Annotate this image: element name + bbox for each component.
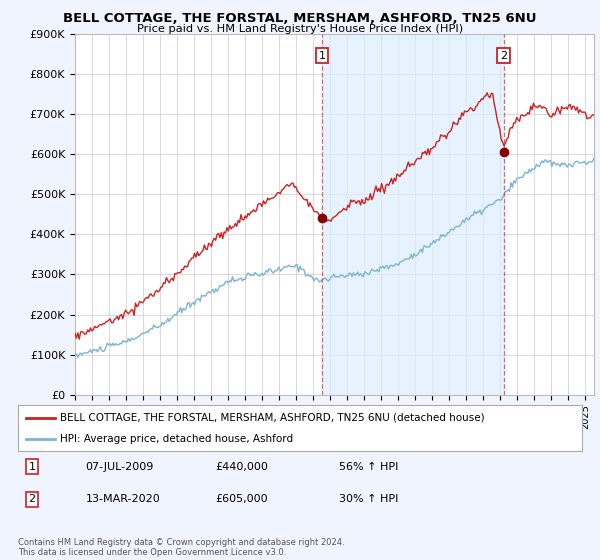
Text: £440,000: £440,000	[215, 461, 268, 472]
Text: HPI: Average price, detached house, Ashford: HPI: Average price, detached house, Ashf…	[60, 435, 293, 444]
Text: 30% ↑ HPI: 30% ↑ HPI	[340, 494, 399, 505]
Text: 1: 1	[319, 50, 326, 60]
Text: 56% ↑ HPI: 56% ↑ HPI	[340, 461, 399, 472]
Text: 1: 1	[29, 461, 35, 472]
Text: £605,000: £605,000	[215, 494, 268, 505]
Text: BELL COTTAGE, THE FORSTAL, MERSHAM, ASHFORD, TN25 6NU: BELL COTTAGE, THE FORSTAL, MERSHAM, ASHF…	[63, 12, 537, 25]
Text: 07-JUL-2009: 07-JUL-2009	[86, 461, 154, 472]
Text: Price paid vs. HM Land Registry's House Price Index (HPI): Price paid vs. HM Land Registry's House …	[137, 24, 463, 34]
Text: 2: 2	[29, 494, 35, 505]
Text: 2: 2	[500, 50, 507, 60]
Bar	[322, 34, 503, 395]
Text: Contains HM Land Registry data © Crown copyright and database right 2024.
This d: Contains HM Land Registry data © Crown c…	[18, 538, 344, 557]
Text: 13-MAR-2020: 13-MAR-2020	[86, 494, 160, 505]
Text: BELL COTTAGE, THE FORSTAL, MERSHAM, ASHFORD, TN25 6NU (detached house): BELL COTTAGE, THE FORSTAL, MERSHAM, ASHF…	[60, 413, 485, 423]
